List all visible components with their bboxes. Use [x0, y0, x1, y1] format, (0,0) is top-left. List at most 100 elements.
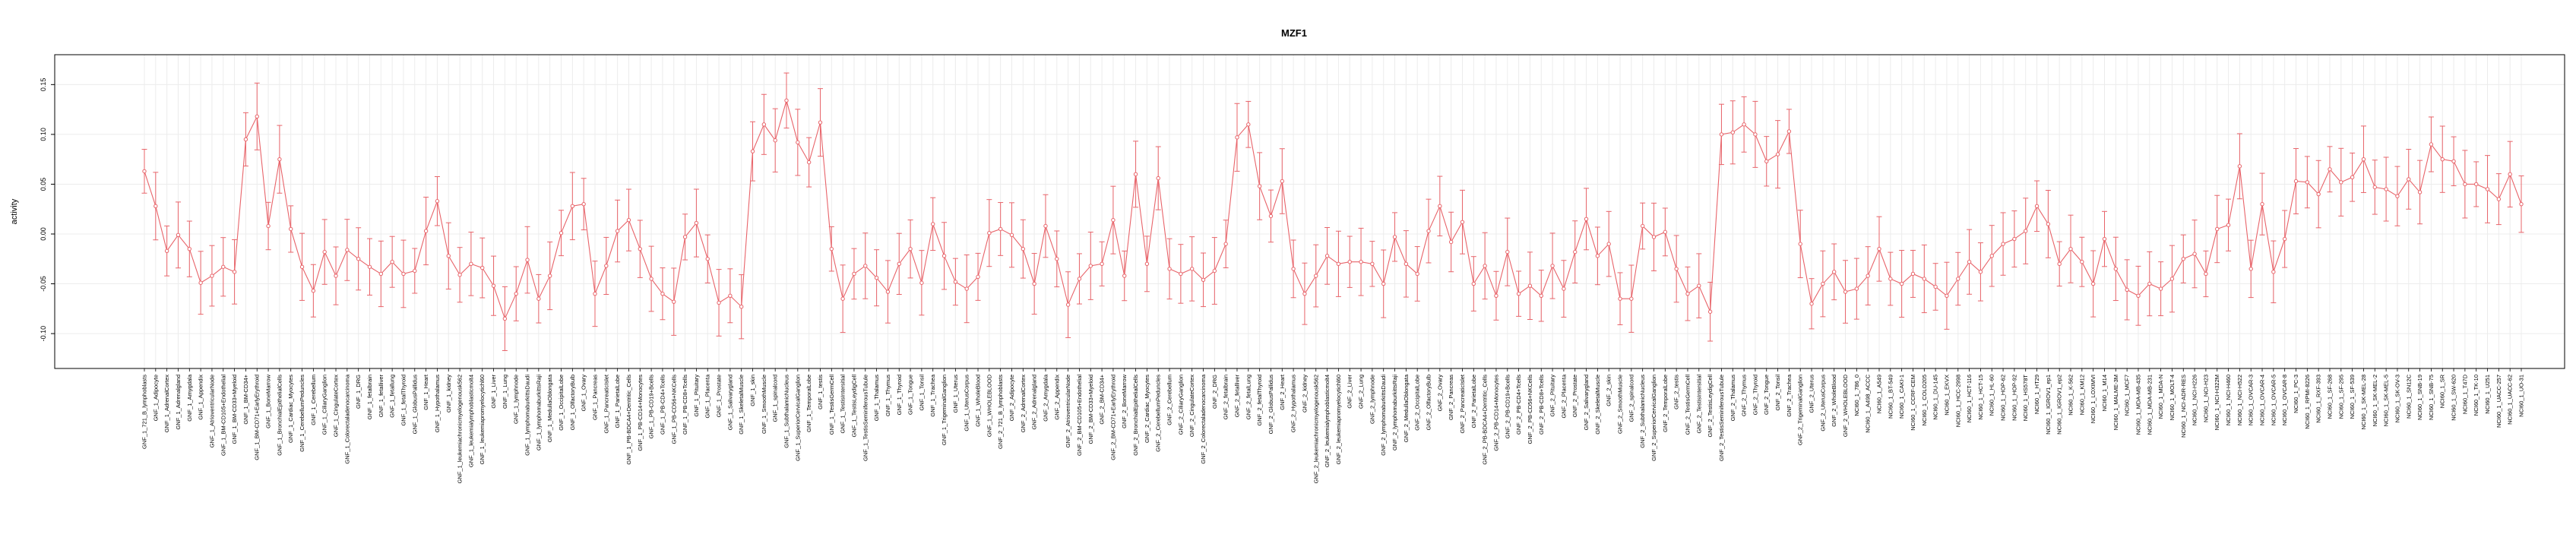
data-point	[1697, 283, 1701, 288]
x-tick-label: GNF_2_WholeBlood	[1831, 375, 1837, 427]
data-point	[356, 257, 361, 261]
x-tick-label: GNF_1_Ovary	[581, 375, 587, 412]
data-point	[2181, 257, 2185, 261]
x-tick-label: GNF_1_Salivarygland	[726, 375, 733, 430]
data-point	[1730, 130, 1735, 134]
x-tick-label: GNF_1_Colorectaladenocarcinoma	[343, 374, 350, 463]
data-point	[1156, 175, 1160, 181]
x-tick-label: GNF_2_skin	[1606, 375, 1612, 406]
data-point	[1280, 179, 1284, 184]
data-point	[1460, 220, 1465, 224]
x-tick-label: GNF_1_fetalThyroid	[400, 375, 407, 426]
data-point	[1651, 235, 1657, 239]
x-tick-label: GNF_2_CiliaryGanglion	[1177, 375, 1184, 435]
x-tick-label: GNF_1_PB-CD14+Monocytes	[637, 375, 644, 451]
data-point	[1426, 229, 1431, 233]
x-tick-label: GNF_1_Thymus	[885, 375, 891, 416]
data-point	[221, 264, 226, 269]
x-tick-label: GNF_2_WHOLEBLOOD	[1842, 374, 1849, 437]
x-tick-label: GNF_1_BronchialEpithelialCells	[276, 375, 283, 456]
x-tick-label: GNF_2_SuperiorCervicalGanglion	[1650, 375, 1657, 461]
data-point	[1742, 122, 1746, 127]
y-tick-label: 0.05	[40, 178, 47, 191]
data-point	[514, 291, 518, 296]
x-tick-label: GNF_2_SmoothMuscle	[1617, 375, 1624, 434]
x-tick-label: GNF_1_Prostate	[716, 375, 723, 417]
x-tick-label: GNF_2_GlobusPallidus	[1267, 375, 1274, 435]
x-tick-label: GNF_2_lymphomaburkittsRaji	[1391, 375, 1398, 451]
data-point	[536, 296, 541, 301]
x-tick-label: GNF_2_CingulateCortex	[1188, 375, 1195, 437]
x-tick-label: NCI60_1_KM12	[2078, 375, 2085, 415]
x-tick-label: NCI60_1_MCF7	[2124, 375, 2131, 416]
data-point	[390, 260, 394, 264]
data-point	[2485, 187, 2490, 191]
data-point	[2102, 236, 2107, 242]
x-tick-label: GNF_2_SubthalamicNucleus	[1639, 375, 1646, 448]
x-tick-label: GNF_1_SuperiorCervicalGanglion	[794, 375, 801, 461]
data-point	[2012, 236, 2017, 242]
data-point	[367, 264, 372, 269]
data-point	[1392, 235, 1397, 239]
x-tick-label: GNF_1_lymphomaburkittsRaji	[535, 375, 542, 451]
x-tick-label: NCI60_1_IGROV1_ep1	[2045, 375, 2052, 435]
x-tick-label: GNF_1_fetalbrain	[366, 375, 373, 419]
data-point	[2305, 180, 2310, 185]
x-tick-label: GNF_2_DRG	[1211, 375, 1218, 409]
data-point	[682, 235, 688, 239]
x-tick-label: GNF_2_Trachea	[1786, 374, 1793, 416]
data-point	[334, 274, 338, 278]
data-point	[2147, 281, 2152, 286]
data-point	[2192, 251, 2197, 256]
data-point	[2361, 157, 2366, 162]
data-point	[1775, 152, 1780, 157]
x-tick-label: GNF_1_Trachea	[929, 374, 936, 416]
x-tick-label: GNF_2_fetalLung	[1245, 375, 1252, 419]
data-point	[784, 98, 789, 103]
data-point	[345, 248, 350, 252]
x-tick-label: GNF_1_Tongue	[907, 375, 914, 415]
data-point	[1021, 246, 1026, 251]
x-tick-label: GNF_2_TemporalLobe	[1662, 375, 1669, 432]
x-tick-label: NCI60_1_SK-OV-3	[2394, 375, 2400, 422]
data-point	[1415, 271, 1419, 277]
data-point	[2271, 270, 2276, 274]
x-tick-label: GNF_1_lymphnode	[513, 375, 520, 424]
data-point	[1201, 277, 1206, 283]
x-tick-label: GNF_1_Amygdala	[186, 374, 193, 422]
x-tick-label: GNF_1_Heart	[422, 374, 429, 410]
x-tick-label: GNF_2_Tonsil	[1774, 375, 1781, 411]
data-point	[874, 275, 879, 280]
x-tick-label: GNF_2_Pituitary	[1549, 375, 1556, 417]
x-tick-label: GNF_1_Thyroid	[896, 375, 903, 415]
x-tick-label: NCI60_1_SF-539	[2349, 375, 2356, 419]
x-tick-label: GNF_2_Thalamus	[1729, 375, 1736, 422]
data-points	[142, 98, 2524, 321]
x-tick-label: GNF_1_Liver	[490, 375, 497, 409]
data-point	[1843, 289, 1848, 294]
data-point	[2158, 286, 2163, 291]
x-tick-label: NCI60_1_MOLT-4	[2169, 375, 2176, 420]
data-point	[570, 204, 575, 208]
x-tick-label: NCI60_1_T47D	[2461, 374, 2468, 414]
x-tick-label: GNF_1_BM-CD33+Myeloid	[231, 375, 238, 444]
x-tick-label: GNF_1_PB-CD19+Bcells	[648, 375, 655, 439]
data-point	[1111, 217, 1116, 223]
data-point	[1640, 223, 1645, 229]
data-point	[1527, 283, 1533, 288]
data-point	[1753, 132, 1758, 137]
x-tick-label: GNF_2_Cardiac_Myocytes	[1144, 375, 1150, 443]
data-point	[615, 229, 620, 233]
x-tick-label: GNF_1_TrigeminalGanglion	[941, 375, 948, 445]
x-tick-label: GNF_2_AtrioventricularNode	[1065, 375, 1071, 447]
x-tick-label: GNF_1_Pancreas	[591, 375, 598, 420]
data-point	[1866, 274, 1870, 278]
data-point	[1888, 277, 1893, 281]
data-point	[176, 232, 181, 238]
x-tick-label: GNF_1_skin	[749, 375, 756, 406]
data-point	[2024, 229, 2028, 233]
data-point	[1483, 264, 1487, 268]
data-point	[1854, 286, 1859, 291]
x-tick-label: GNF_2_Thyroid	[1752, 375, 1758, 415]
x-tick-label: GNF_2_TrigeminalGanglion	[1797, 375, 1804, 445]
